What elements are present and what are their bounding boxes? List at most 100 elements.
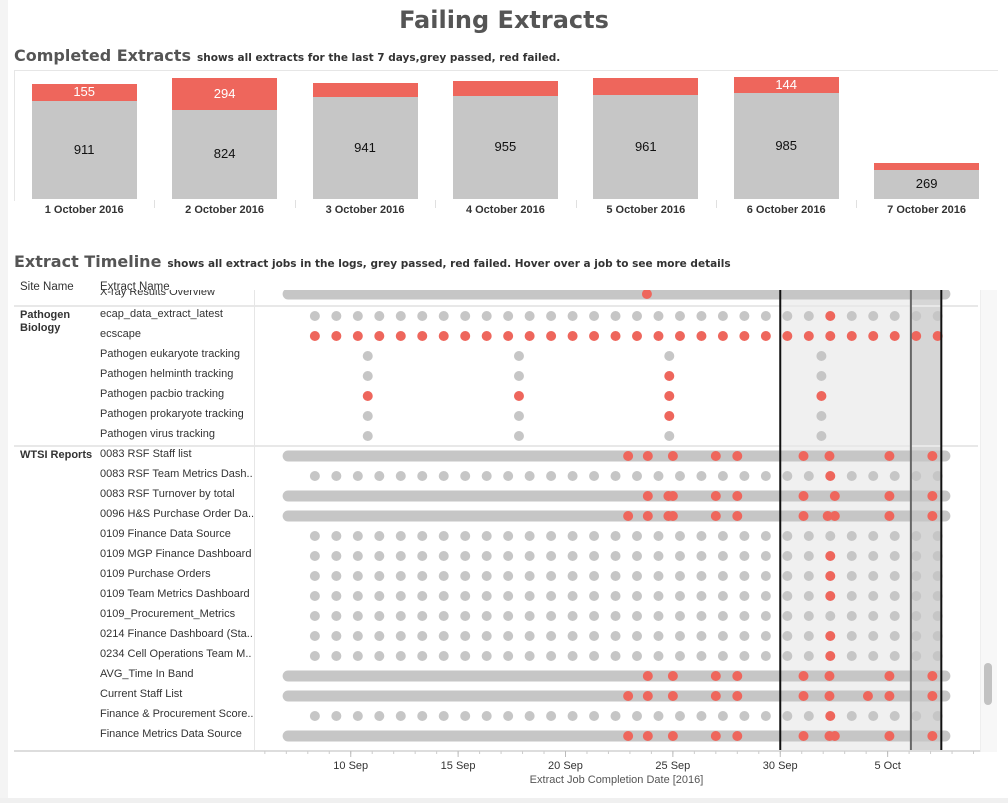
job-passed[interactable] <box>664 351 675 361</box>
job-failed[interactable] <box>798 691 809 701</box>
job-passed[interactable] <box>524 591 535 601</box>
job-failed[interactable] <box>798 671 809 681</box>
job-passed[interactable] <box>395 571 406 581</box>
job-failed[interactable] <box>642 511 653 521</box>
job-passed[interactable] <box>868 551 879 561</box>
job-passed[interactable] <box>567 551 578 561</box>
job-failed[interactable] <box>664 411 675 421</box>
job-passed[interactable] <box>460 611 471 621</box>
job-passed[interactable] <box>782 471 793 481</box>
job-passed[interactable] <box>417 571 428 581</box>
job-passed[interactable] <box>481 711 492 721</box>
job-passed[interactable] <box>868 571 879 581</box>
job-failed[interactable] <box>524 331 535 341</box>
job-passed[interactable] <box>632 551 643 561</box>
job-failed[interactable] <box>589 331 600 341</box>
job-passed[interactable] <box>546 631 557 641</box>
job-passed[interactable] <box>674 471 685 481</box>
job-passed[interactable] <box>374 471 385 481</box>
job-passed[interactable] <box>717 531 728 541</box>
job-passed[interactable] <box>438 311 449 321</box>
extract-name[interactable]: Pathogen pacbio tracking <box>100 388 225 400</box>
job-passed[interactable] <box>438 571 449 581</box>
job-passed[interactable] <box>696 611 707 621</box>
extract-name[interactable]: Finance & Procurement Score.. <box>100 708 254 720</box>
job-failed[interactable] <box>822 511 833 521</box>
job-passed[interactable] <box>610 531 621 541</box>
job-passed[interactable] <box>309 631 320 641</box>
job-passed[interactable] <box>717 311 728 321</box>
job-passed[interactable] <box>632 311 643 321</box>
job-passed[interactable] <box>932 711 943 721</box>
job-failed[interactable] <box>732 451 743 461</box>
job-passed[interactable] <box>674 571 685 581</box>
extract-timeline-plot[interactable] <box>255 290 978 752</box>
job-passed[interactable] <box>460 571 471 581</box>
job-passed[interactable] <box>653 571 664 581</box>
job-passed[interactable] <box>352 611 363 621</box>
job-passed[interactable] <box>546 471 557 481</box>
job-failed[interactable] <box>884 731 895 741</box>
job-failed[interactable] <box>868 331 879 341</box>
job-passed[interactable] <box>760 311 771 321</box>
job-passed[interactable] <box>567 591 578 601</box>
job-failed[interactable] <box>798 731 809 741</box>
job-passed[interactable] <box>589 531 600 541</box>
job-passed[interactable] <box>524 611 535 621</box>
job-passed[interactable] <box>546 591 557 601</box>
job-passed[interactable] <box>589 311 600 321</box>
job-passed[interactable] <box>524 311 535 321</box>
job-passed[interactable] <box>352 311 363 321</box>
job-failed[interactable] <box>825 311 836 321</box>
job-passed[interactable] <box>739 531 750 541</box>
job-passed[interactable] <box>481 611 492 621</box>
job-failed[interactable] <box>927 731 938 741</box>
job-failed[interactable] <box>362 391 373 401</box>
bar-failed[interactable] <box>172 78 278 110</box>
job-failed[interactable] <box>642 731 653 741</box>
job-passed[interactable] <box>739 591 750 601</box>
job-passed[interactable] <box>610 651 621 661</box>
job-passed[interactable] <box>674 591 685 601</box>
job-failed[interactable] <box>710 671 721 681</box>
bar-passed[interactable] <box>733 92 839 199</box>
job-passed[interactable] <box>395 611 406 621</box>
job-passed[interactable] <box>632 711 643 721</box>
job-passed[interactable] <box>331 571 342 581</box>
job-passed[interactable] <box>760 651 771 661</box>
job-passed[interactable] <box>395 471 406 481</box>
job-passed[interactable] <box>782 711 793 721</box>
job-passed[interactable] <box>632 591 643 601</box>
job-failed[interactable] <box>460 331 471 341</box>
extract-name[interactable]: X-ray Results Overview <box>100 290 215 298</box>
job-passed[interactable] <box>481 311 492 321</box>
job-passed[interactable] <box>395 631 406 641</box>
job-failed[interactable] <box>846 331 857 341</box>
job-passed[interactable] <box>503 471 514 481</box>
job-passed[interactable] <box>438 551 449 561</box>
job-failed[interactable] <box>884 451 895 461</box>
job-passed[interactable] <box>417 631 428 641</box>
job-passed[interactable] <box>803 571 814 581</box>
job-failed[interactable] <box>862 691 873 701</box>
job-passed[interactable] <box>674 711 685 721</box>
job-passed[interactable] <box>653 591 664 601</box>
job-passed[interactable] <box>889 571 900 581</box>
job-passed[interactable] <box>362 431 373 441</box>
extract-name[interactable]: 0096 H&S Purchase Order Da.. <box>100 508 255 520</box>
extract-name[interactable]: 0214 Finance Dashboard (Sta.. <box>100 628 253 640</box>
job-passed[interactable] <box>546 311 557 321</box>
job-failed[interactable] <box>667 491 678 501</box>
job-passed[interactable] <box>782 611 793 621</box>
job-passed[interactable] <box>352 551 363 561</box>
job-passed[interactable] <box>632 651 643 661</box>
job-passed[interactable] <box>524 551 535 561</box>
job-passed[interactable] <box>481 631 492 641</box>
job-passed[interactable] <box>653 551 664 561</box>
job-passed[interactable] <box>309 571 320 581</box>
job-passed[interactable] <box>696 551 707 561</box>
job-passed[interactable] <box>632 571 643 581</box>
job-passed[interactable] <box>331 551 342 561</box>
job-passed[interactable] <box>309 311 320 321</box>
job-passed[interactable] <box>417 551 428 561</box>
